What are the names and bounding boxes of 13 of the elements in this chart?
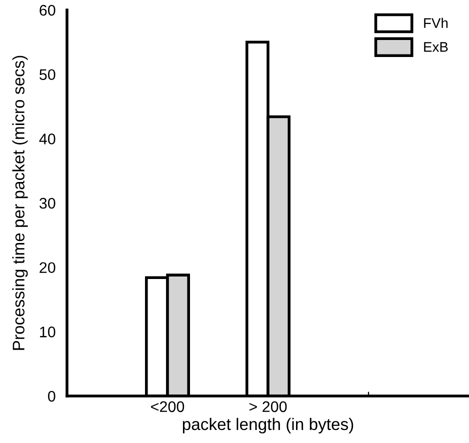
y-tick-label: 60 <box>40 4 56 16</box>
legend-label: FVh <box>424 18 448 28</box>
y-tick-label: 0 <box>48 390 56 402</box>
y-tick-label: 30 <box>39 198 56 209</box>
y-tick-label: 40 <box>39 134 56 144</box>
y-axis-title: Processing time per packet (micro secs) <box>12 56 28 350</box>
legend-label: ExB <box>424 42 448 52</box>
y-tick-label: 20 <box>40 262 56 274</box>
y-tick-label: 50 <box>40 69 56 80</box>
x-tick-label: > 200 <box>249 401 287 412</box>
y-tick-label: 10 <box>40 326 56 338</box>
x-axis-title: packet length (in bytes) <box>182 418 354 434</box>
x-tick-label: <200 <box>151 401 184 412</box>
